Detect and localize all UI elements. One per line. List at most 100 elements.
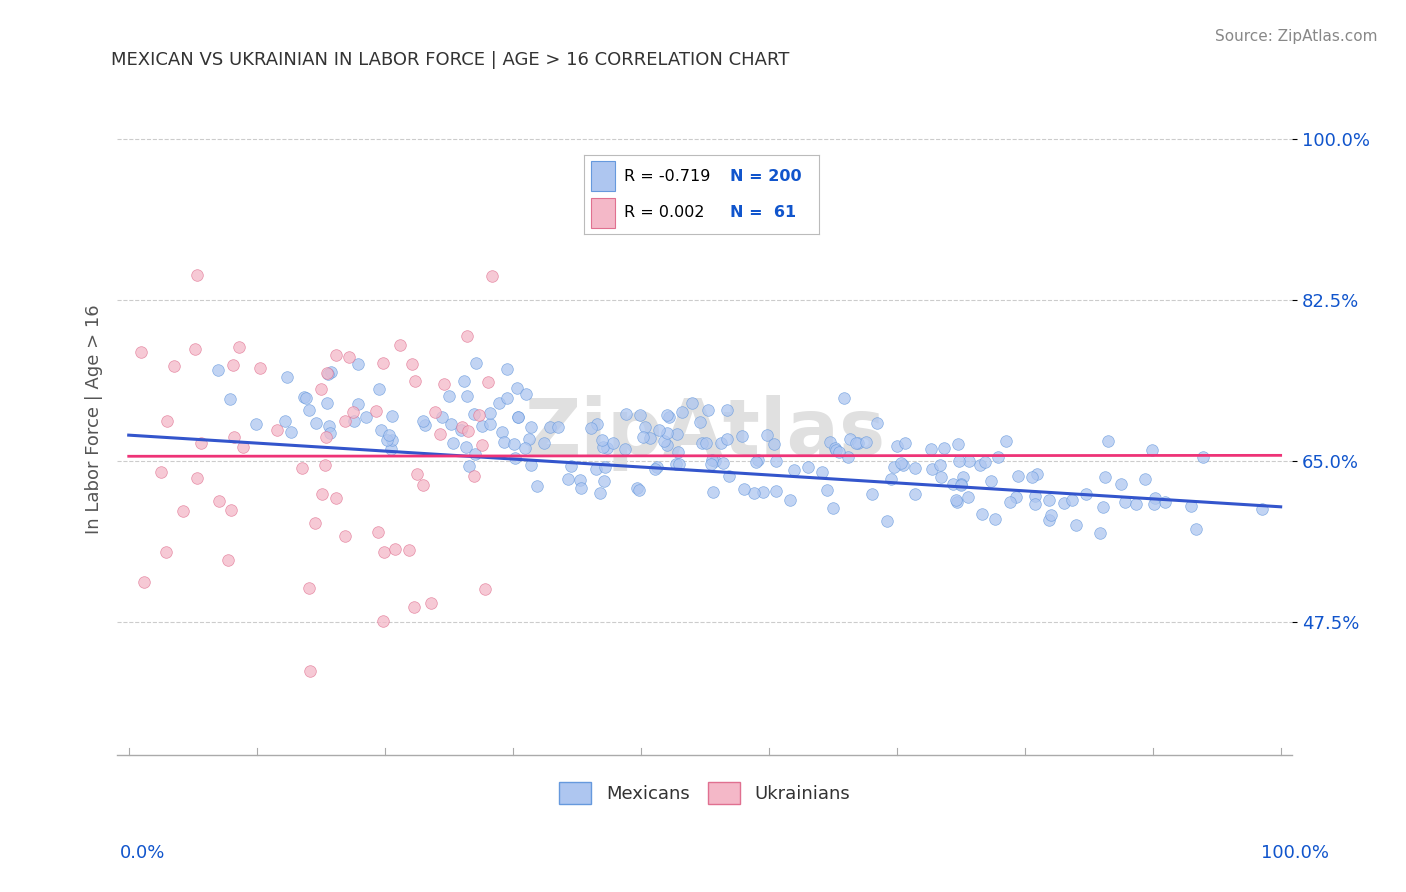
Point [388,338,411,352]
Point [731,429,754,443]
Point [765,484,787,499]
Point [464,356,486,370]
Point [468,409,491,423]
Text: R = -0.719: R = -0.719 [624,169,710,184]
Point [495,361,517,376]
Point [946,495,969,509]
Point [439,389,461,403]
Point [276,370,298,384]
Point [456,389,478,403]
Point [845,436,868,450]
Point [471,419,494,434]
Point [589,486,612,500]
Point [479,417,502,431]
Point [533,435,555,450]
Point [412,414,434,428]
Point [695,436,717,450]
Point [945,492,967,507]
Point [696,403,718,417]
Point [129,345,152,359]
Point [373,545,395,559]
Point [645,460,668,475]
Point [1192,450,1215,465]
Point [756,428,779,442]
Point [228,340,250,354]
Point [668,457,690,471]
Point [477,375,499,389]
Point [592,440,614,454]
Point [585,462,607,476]
Point [891,458,914,472]
Point [419,596,441,610]
Point [832,392,855,406]
Point [342,405,364,419]
Bar [592,198,614,227]
Point [904,487,927,501]
Point [703,454,725,468]
Point [614,407,637,421]
Point [506,409,529,424]
Point [315,429,337,443]
Point [876,514,898,528]
Point [969,458,991,472]
Point [375,433,398,447]
Point [1154,494,1177,508]
Point [1053,496,1076,510]
Point [371,614,394,628]
Point [311,383,333,397]
Point [1060,493,1083,508]
Point [316,368,339,382]
Point [974,455,997,469]
Point [249,361,271,376]
Point [458,458,481,473]
Point [186,470,208,484]
Point [367,524,389,539]
Point [994,434,1017,448]
Point [292,390,315,404]
Point [333,529,356,543]
Point [860,487,883,501]
Point [700,452,723,467]
Point [316,396,339,410]
Point [665,426,688,441]
Point [479,406,502,420]
Point [474,582,496,596]
Text: R = 0.002: R = 0.002 [624,205,704,220]
Point [506,409,529,424]
Point [1133,472,1156,486]
Point [1144,491,1167,505]
Point [222,358,245,372]
Point [921,462,943,476]
Point [471,438,494,452]
Point [1005,490,1028,504]
Point [1074,486,1097,500]
Bar [592,161,614,192]
Point [733,482,755,496]
Point [942,476,965,491]
Legend: Mexicans, Ukrainians: Mexicans, Ukrainians [550,772,859,813]
Point [491,425,513,440]
Point [378,428,401,442]
Point [413,418,436,433]
Point [745,455,768,469]
Point [503,451,526,466]
Point [156,414,179,428]
Point [1094,469,1116,483]
Point [354,409,377,424]
Text: MEXICAN VS UKRAINIAN IN LABOR FORCE | AGE > 16 CORRELATION CHART: MEXICAN VS UKRAINIAN IN LABOR FORCE | AG… [111,51,790,69]
Text: N =  61: N = 61 [730,205,796,220]
Point [820,435,842,450]
Point [1143,497,1166,511]
Point [266,423,288,437]
Point [579,421,602,435]
Point [970,507,993,521]
Point [747,452,769,467]
Point [222,430,245,444]
Point [627,483,650,498]
Point [221,503,243,517]
Point [481,269,503,284]
Point [1097,434,1119,448]
Point [710,435,733,450]
Point [779,493,801,508]
Point [665,457,688,471]
